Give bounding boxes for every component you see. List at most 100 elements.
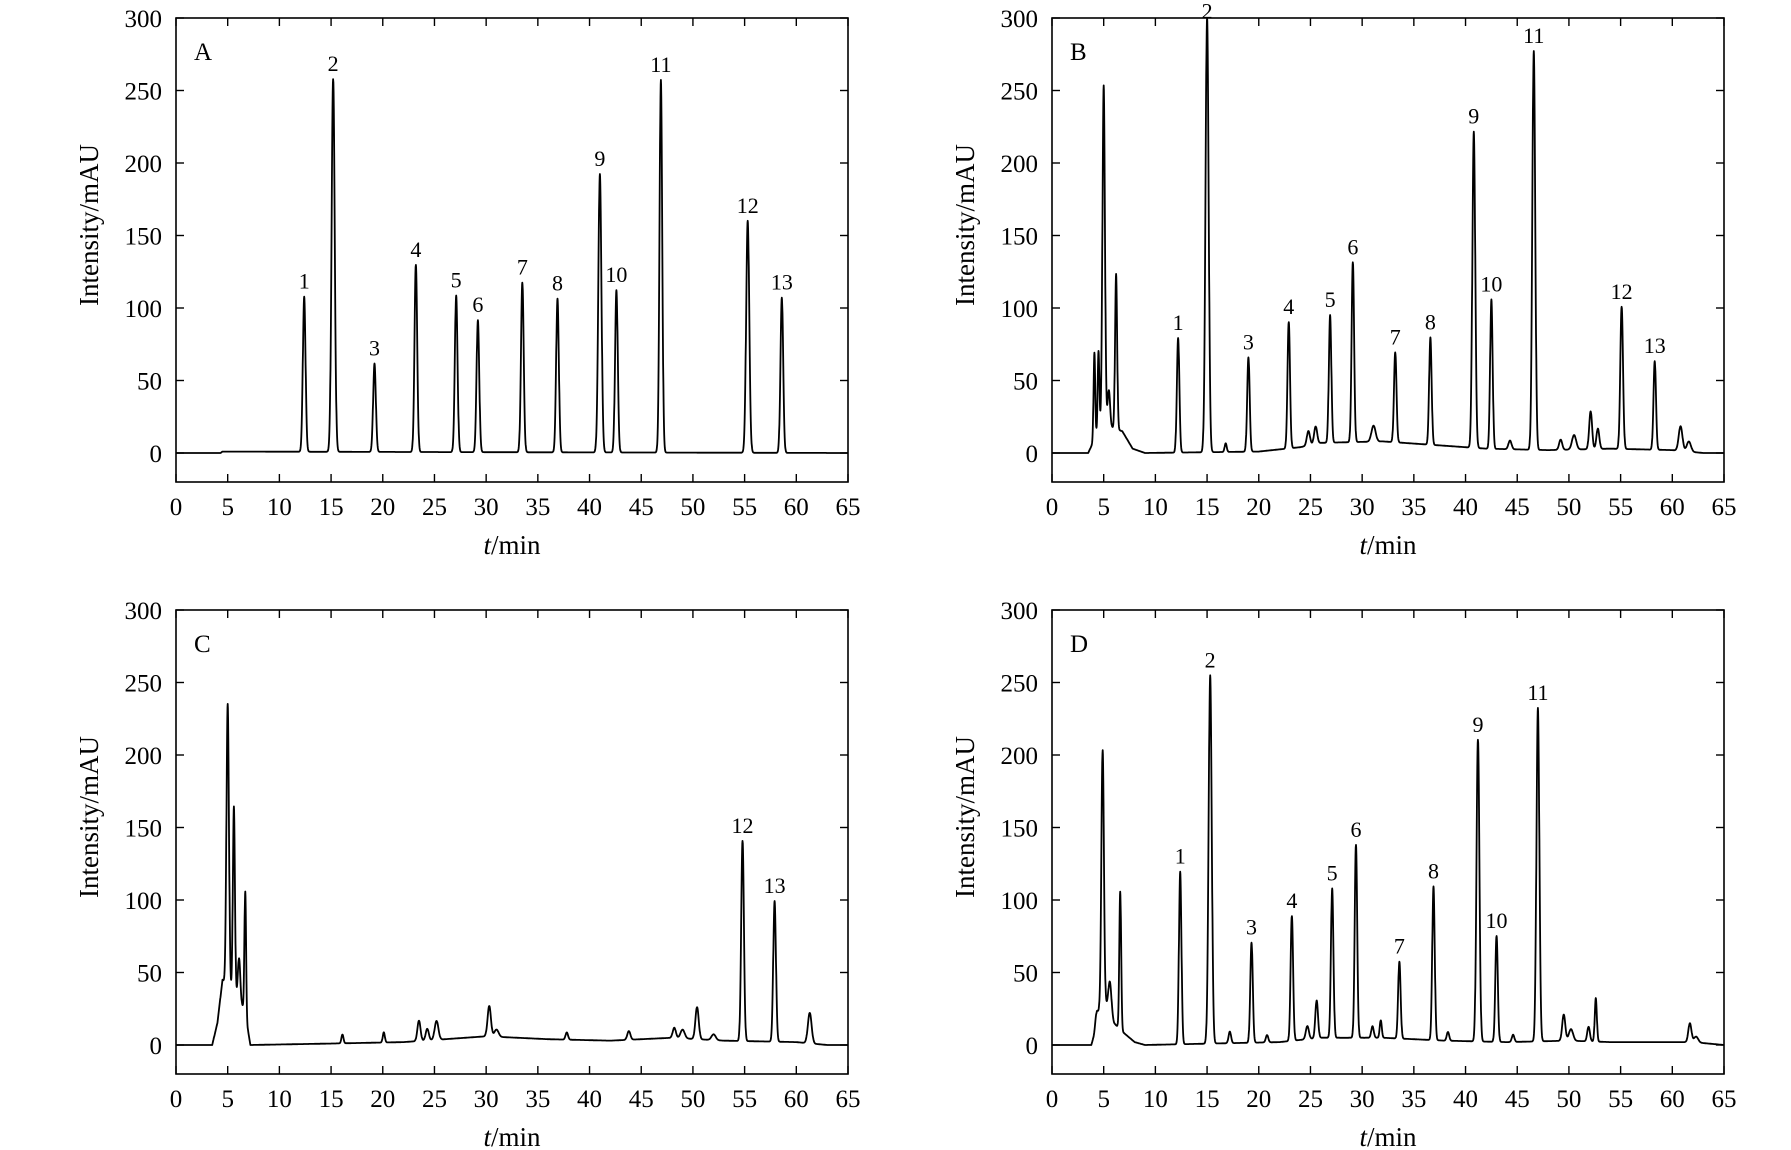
x-tick-label: 0 (170, 1086, 183, 1113)
panel-letter: A (194, 39, 212, 66)
y-tick-label: 50 (1013, 961, 1038, 988)
x-tick-label: 5 (221, 1086, 234, 1113)
panel-letter: C (194, 631, 211, 658)
x-tick-label: 20 (370, 494, 395, 521)
panel-b: 0 5 10 15 20 25 30 35 40 45 50 55 60 6505010015020025… (950, 0, 1737, 560)
x-tick-label: 20 (1246, 494, 1271, 521)
x-tick-label: 65 (1712, 1086, 1737, 1113)
peak-label-1: 1 (299, 269, 310, 294)
plot-frame-a (175, 17, 849, 483)
peak-label-13: 13 (764, 873, 786, 898)
x-tick-label: 45 (629, 494, 654, 521)
x-tick-label: 5 (221, 494, 234, 521)
x-tick-label: 35 (1401, 494, 1426, 521)
peak-label-7: 7 (517, 255, 528, 280)
x-tick-label: 65 (836, 1086, 861, 1113)
y-tick-label: 150 (1001, 224, 1039, 251)
peak-label-12: 12 (732, 813, 754, 838)
x-tick-label: 65 (836, 494, 861, 521)
peak-label-6: 6 (1350, 817, 1361, 842)
x-tick-label: 10 (1143, 494, 1168, 521)
x-tick-label: 35 (525, 494, 550, 521)
peak-label-4: 4 (410, 237, 421, 262)
peak-label-12: 12 (737, 193, 759, 218)
plot-frame-b (1051, 17, 1725, 483)
x-tick-label: 25 (1298, 494, 1323, 521)
x-tick-label: 40 (1453, 1086, 1478, 1113)
x-tick-label: 15 (1195, 494, 1220, 521)
x-tick-label: 45 (1505, 1086, 1530, 1113)
x-tick-label: 45 (1505, 494, 1530, 521)
y-tick-label: 150 (1001, 816, 1039, 843)
peak-label-3: 3 (1243, 329, 1254, 354)
x-tick-label: 40 (577, 1086, 602, 1113)
x-tick-label: 50 (680, 494, 705, 521)
y-tick-label: 100 (125, 296, 163, 323)
x-tick-label: 65 (1712, 494, 1737, 521)
x-tick-label: 60 (1660, 1086, 1685, 1113)
peak-label-9: 9 (594, 146, 605, 171)
panel-letter: D (1070, 631, 1088, 658)
peak-label-12: 12 (1611, 279, 1633, 304)
peak-label-9: 9 (1472, 712, 1483, 737)
peak-label-3: 3 (369, 335, 380, 360)
x-tick-label: 45 (629, 1086, 654, 1113)
y-tick-label: 0 (1026, 441, 1039, 468)
x-tick-label: 25 (422, 1086, 447, 1113)
x-tick-label: 50 (680, 1086, 705, 1113)
peak-label-6: 6 (1347, 234, 1358, 259)
x-tick-label: 20 (370, 1086, 395, 1113)
x-tick-label: 55 (1608, 1086, 1633, 1113)
y-tick-label: 50 (137, 369, 162, 396)
y-axis-label: Intensity/mAU (74, 144, 104, 306)
y-tick-label: 300 (125, 6, 163, 33)
peak-label-7: 7 (1390, 324, 1401, 349)
peak-label-4: 4 (1286, 888, 1297, 913)
y-tick-label: 300 (1001, 598, 1039, 625)
y-axis-label: Intensity/mAU (950, 144, 980, 306)
x-tick-label: 0 (1046, 1086, 1059, 1113)
x-tick-label: 15 (1195, 1086, 1220, 1113)
y-tick-label: 300 (1001, 6, 1039, 33)
panel-c: 0 5 10 15 20 25 30 35 40 45 50 55 60 65 0 50 100 150 200 25… (74, 598, 861, 1150)
y-tick-label: 250 (1001, 79, 1039, 106)
peak-label-2: 2 (1202, 0, 1213, 24)
x-tick-label: 30 (1350, 494, 1375, 521)
peak-label-8: 8 (1425, 309, 1436, 334)
peak-label-6: 6 (472, 292, 483, 317)
x-tick-label: 60 (1660, 494, 1685, 521)
peak-label-10: 10 (1480, 271, 1502, 296)
panel-letter: B (1070, 39, 1087, 66)
peak-label-4: 4 (1283, 294, 1294, 319)
x-tick-label: 40 (1453, 494, 1478, 521)
x-tick-label: 10 (1143, 1086, 1168, 1113)
x-tick-label: 50 (1556, 1086, 1581, 1113)
peak-label-13: 13 (771, 270, 793, 295)
y-tick-label: 200 (1001, 743, 1039, 770)
y-tick-label: 250 (1001, 671, 1039, 698)
x-tick-label: 15 (319, 1086, 344, 1113)
peak-label-2: 2 (1205, 647, 1216, 672)
peak-label-5: 5 (1325, 287, 1336, 312)
peak-label-7: 7 (1394, 934, 1405, 959)
x-axis-label: t/min (1359, 530, 1417, 560)
y-tick-label: 50 (1013, 369, 1038, 396)
x-tick-label: 5 (1097, 1086, 1110, 1113)
x-tick-label: 30 (474, 494, 499, 521)
x-tick-label: 5 (1097, 494, 1110, 521)
peak-label-10: 10 (1486, 908, 1508, 933)
y-axis-label: Intensity/mAU (950, 736, 980, 898)
x-tick-label: 35 (525, 1086, 550, 1113)
chromatogram-trace-a (175, 78, 849, 454)
x-tick-label: 55 (732, 494, 757, 521)
chromatogram-trace-c (175, 703, 849, 1046)
peak-label-11: 11 (1527, 680, 1548, 705)
y-tick-label: 100 (1001, 888, 1039, 915)
x-tick-label: 60 (784, 494, 809, 521)
x-tick-label: 0 (170, 494, 183, 521)
x-tick-label: 0 (1046, 494, 1059, 521)
x-tick-label: 30 (1350, 1086, 1375, 1113)
x-tick-label: 35 (1401, 1086, 1426, 1113)
peak-label-5: 5 (451, 267, 462, 292)
x-tick-label: 10 (267, 1086, 292, 1113)
